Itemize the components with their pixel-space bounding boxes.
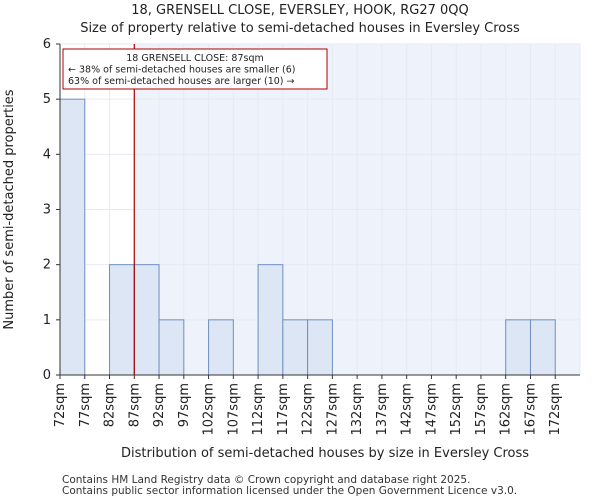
annotation-box xyxy=(62,48,328,90)
chart-title: 18, GRENSELL CLOSE, EVERSLEY, HOOK, RG27… xyxy=(131,3,469,18)
bar-167sqm xyxy=(529,319,556,376)
x-tick-label: 92sqm xyxy=(152,383,167,427)
x-tick-label: 127sqm xyxy=(325,383,340,436)
x-tick-label: 97sqm xyxy=(177,383,192,427)
footer-line-1: Contains HM Land Registry data © Crown c… xyxy=(62,474,471,486)
x-tick-label: 137sqm xyxy=(375,383,390,436)
x-tick-label: 147sqm xyxy=(424,383,439,436)
x-tick-label: 142sqm xyxy=(400,383,415,436)
y-axis-label: Number of semi-detached properties xyxy=(2,89,17,329)
bar-102sqm xyxy=(208,319,234,376)
x-tick-label: 102sqm xyxy=(202,383,217,436)
annotation-line-1: 18 GRENSELL CLOSE: 87sqm xyxy=(126,53,263,64)
x-tick-label: 172sqm xyxy=(548,383,563,436)
y-tick-label: 1 xyxy=(43,313,51,328)
footer-line-2: Contains public sector information licen… xyxy=(62,485,518,497)
x-tick-label: 152sqm xyxy=(449,383,464,436)
bar-92sqm xyxy=(158,319,185,376)
y-tick-label: 5 xyxy=(43,92,51,107)
annotation-line-2: ← 38% of semi-detached houses are smalle… xyxy=(68,65,296,76)
y-tick-label: 2 xyxy=(43,258,51,273)
bar-162sqm xyxy=(505,319,531,376)
y-tick-label: 6 xyxy=(43,37,51,52)
y-tick-label: 0 xyxy=(43,368,51,383)
annotation-line-3: 63% of semi-detached houses are larger (… xyxy=(68,76,295,87)
bar-87sqm xyxy=(133,264,160,376)
x-tick-label: 77sqm xyxy=(78,383,93,427)
bar-122sqm xyxy=(307,319,333,376)
x-tick-label: 167sqm xyxy=(523,383,538,436)
x-tick-label: 117sqm xyxy=(276,383,291,436)
bar-82sqm xyxy=(109,264,135,376)
x-tick-label: 157sqm xyxy=(474,383,489,436)
bar-72sqm xyxy=(59,98,86,376)
x-axis-label: Distribution of semi-detached houses by … xyxy=(121,446,529,461)
x-tick-label: 107sqm xyxy=(226,383,241,436)
x-tick-label: 122sqm xyxy=(301,383,316,436)
x-tick-label: 82sqm xyxy=(103,383,118,427)
y-tick-label: 3 xyxy=(43,203,51,218)
x-tick-label: 132sqm xyxy=(350,383,365,436)
chart-subtitle: Size of property relative to semi-detach… xyxy=(80,21,520,36)
x-tick-label: 72sqm xyxy=(53,383,68,427)
y-tick-label: 4 xyxy=(43,147,51,162)
x-tick-label: 87sqm xyxy=(127,383,142,427)
bar-112sqm xyxy=(257,264,284,376)
x-tick-label: 162sqm xyxy=(499,383,514,436)
bar-117sqm xyxy=(282,319,309,376)
x-tick-label: 112sqm xyxy=(251,383,266,436)
